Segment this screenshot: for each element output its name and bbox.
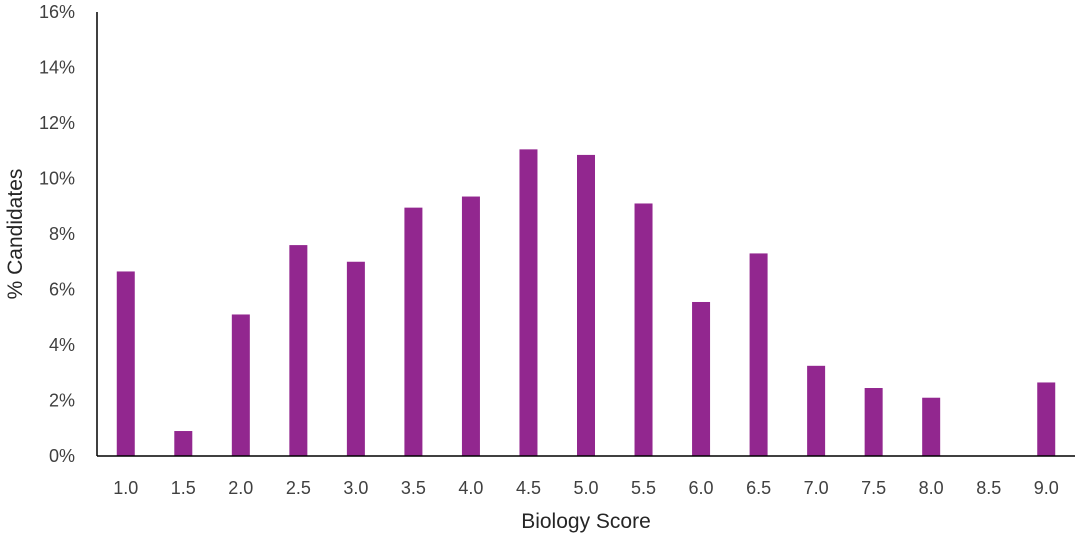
bar xyxy=(692,301,711,456)
x-tick-label: 5.5 xyxy=(631,478,656,498)
y-tick-label: 14% xyxy=(39,58,75,78)
x-axis-tick-labels: 1.0 1.5 2.0 2.5 3.0 3.5 4.0 4.5 5.0 5.5 6.0 6.5 7.0 7… xyxy=(113,478,1059,498)
y-tick-label: 4% xyxy=(49,335,75,355)
x-tick-label: 3.5 xyxy=(401,478,426,498)
x-tick-label: 7.0 xyxy=(804,478,829,498)
bar xyxy=(864,388,883,456)
x-tick-label: 1.0 xyxy=(113,478,138,498)
bar xyxy=(519,149,538,457)
bar xyxy=(404,207,423,456)
bar xyxy=(174,431,193,456)
bar xyxy=(346,261,365,456)
bar xyxy=(922,397,941,456)
y-tick-label: 2% xyxy=(49,391,75,411)
y-tick-label: 6% xyxy=(49,280,75,300)
x-tick-label: 1.5 xyxy=(171,478,196,498)
x-axis-title: Biology Score xyxy=(521,510,651,533)
bar-series xyxy=(116,149,1056,457)
x-tick-label: 7.5 xyxy=(861,478,886,498)
bar xyxy=(634,203,653,456)
x-tick-label: 5.0 xyxy=(573,478,598,498)
y-tick-label: 16% xyxy=(39,2,75,22)
y-tick-label: 0% xyxy=(49,446,75,466)
bar xyxy=(807,365,826,456)
x-tick-label: 6.0 xyxy=(689,478,714,498)
y-tick-label: 12% xyxy=(39,113,75,133)
x-tick-label: 4.5 xyxy=(516,478,541,498)
x-tick-label: 8.5 xyxy=(976,478,1001,498)
bar xyxy=(231,314,250,456)
y-axis-tick-labels: 0% 2% 4% 6% 8% 10% 12% 14% 16% xyxy=(39,2,75,466)
x-tick-label: 6.5 xyxy=(746,478,771,498)
x-tick-label: 2.5 xyxy=(286,478,311,498)
bar xyxy=(289,245,308,456)
bar xyxy=(577,154,595,456)
x-tick-label: 4.0 xyxy=(458,478,483,498)
y-tick-label: 10% xyxy=(39,169,75,189)
x-tick-label: 3.0 xyxy=(343,478,368,498)
x-tick-label: 8.0 xyxy=(919,478,944,498)
bar xyxy=(749,253,768,456)
y-axis-title: % Candidates xyxy=(4,169,27,300)
y-tick-label: 8% xyxy=(49,224,75,244)
x-tick-label: 9.0 xyxy=(1034,478,1059,498)
bar xyxy=(461,196,480,456)
bar xyxy=(1037,382,1056,456)
bar xyxy=(116,271,135,456)
x-tick-label: 2.0 xyxy=(228,478,253,498)
